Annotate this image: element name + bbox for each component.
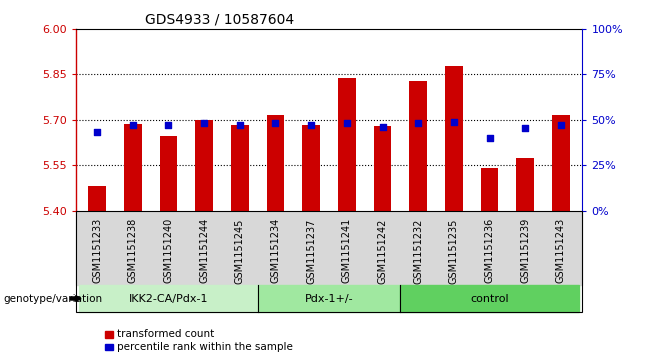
Point bbox=[555, 122, 566, 128]
Text: genotype/variation: genotype/variation bbox=[3, 294, 103, 303]
Point bbox=[92, 130, 103, 135]
Bar bbox=[266, 115, 284, 211]
Point bbox=[128, 122, 138, 128]
Bar bbox=[302, 125, 320, 211]
Point bbox=[449, 119, 459, 125]
Bar bbox=[338, 78, 356, 211]
Point bbox=[234, 122, 245, 128]
Bar bbox=[195, 120, 213, 211]
Bar bbox=[480, 168, 499, 211]
Bar bbox=[445, 66, 463, 211]
Bar bbox=[88, 186, 106, 211]
Text: control: control bbox=[470, 294, 509, 303]
Bar bbox=[231, 125, 249, 211]
Point bbox=[199, 121, 209, 126]
Point bbox=[163, 122, 174, 128]
Bar bbox=[124, 125, 141, 211]
Point bbox=[484, 135, 495, 141]
Point bbox=[520, 125, 530, 131]
Point bbox=[377, 124, 388, 130]
Text: transformed count: transformed count bbox=[117, 329, 215, 339]
Bar bbox=[409, 81, 427, 211]
Point bbox=[306, 122, 316, 128]
Text: GDS4933 / 10587604: GDS4933 / 10587604 bbox=[145, 13, 294, 27]
Bar bbox=[374, 126, 392, 211]
Text: IKK2-CA/Pdx-1: IKK2-CA/Pdx-1 bbox=[129, 294, 208, 303]
Point bbox=[342, 120, 352, 126]
Bar bbox=[517, 158, 534, 211]
Text: percentile rank within the sample: percentile rank within the sample bbox=[117, 342, 293, 352]
Bar bbox=[159, 136, 178, 211]
Text: Pdx-1+/-: Pdx-1+/- bbox=[305, 294, 353, 303]
Point bbox=[270, 120, 281, 126]
Bar bbox=[552, 115, 570, 211]
Point bbox=[413, 121, 424, 126]
